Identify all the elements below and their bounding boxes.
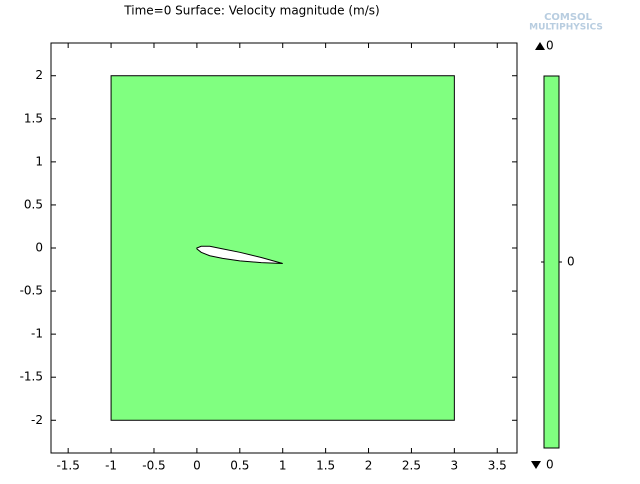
x-tick-label: 0 <box>193 459 201 473</box>
domain <box>110 75 455 421</box>
x-tick-label: -1 <box>105 459 117 473</box>
colorbar-max: 0 <box>546 39 554 53</box>
y-tick-label: 2 <box>35 68 43 82</box>
x-tick-label: 1 <box>279 459 287 473</box>
y-tick-label: 0.5 <box>24 197 43 211</box>
x-tick-label: 2.5 <box>402 459 421 473</box>
y-tick-label: -1.5 <box>20 370 43 384</box>
y-tick-label: -2 <box>31 413 43 427</box>
y-tick-label: 0 <box>35 241 43 255</box>
y-tick-label: -1 <box>31 327 43 341</box>
y-tick-label: 1.5 <box>24 111 43 125</box>
x-tick-label: 3.5 <box>488 459 507 473</box>
colorbar-tick-label: 0 <box>567 255 575 269</box>
x-tick-label: 0.5 <box>230 459 249 473</box>
watermark: MULTIPHYSICS <box>529 23 603 33</box>
y-tick-label: 1 <box>35 154 43 168</box>
max-arrow <box>535 42 545 50</box>
chart-title: Time=0 Surface: Velocity magnitude (m/s) <box>123 4 379 18</box>
x-tick-label: -1.5 <box>56 459 79 473</box>
airfoil <box>196 245 283 265</box>
x-tick-label: -0.5 <box>142 459 165 473</box>
x-tick-label: 1.5 <box>316 459 335 473</box>
min-arrow <box>531 461 541 469</box>
colorbar <box>543 75 560 449</box>
x-tick-label: 3 <box>451 459 459 473</box>
y-tick-label: -0.5 <box>20 284 43 298</box>
x-tick-label: 2 <box>365 459 373 473</box>
watermark: COMSOL <box>544 12 592 23</box>
colorbar-min: 0 <box>546 458 554 472</box>
